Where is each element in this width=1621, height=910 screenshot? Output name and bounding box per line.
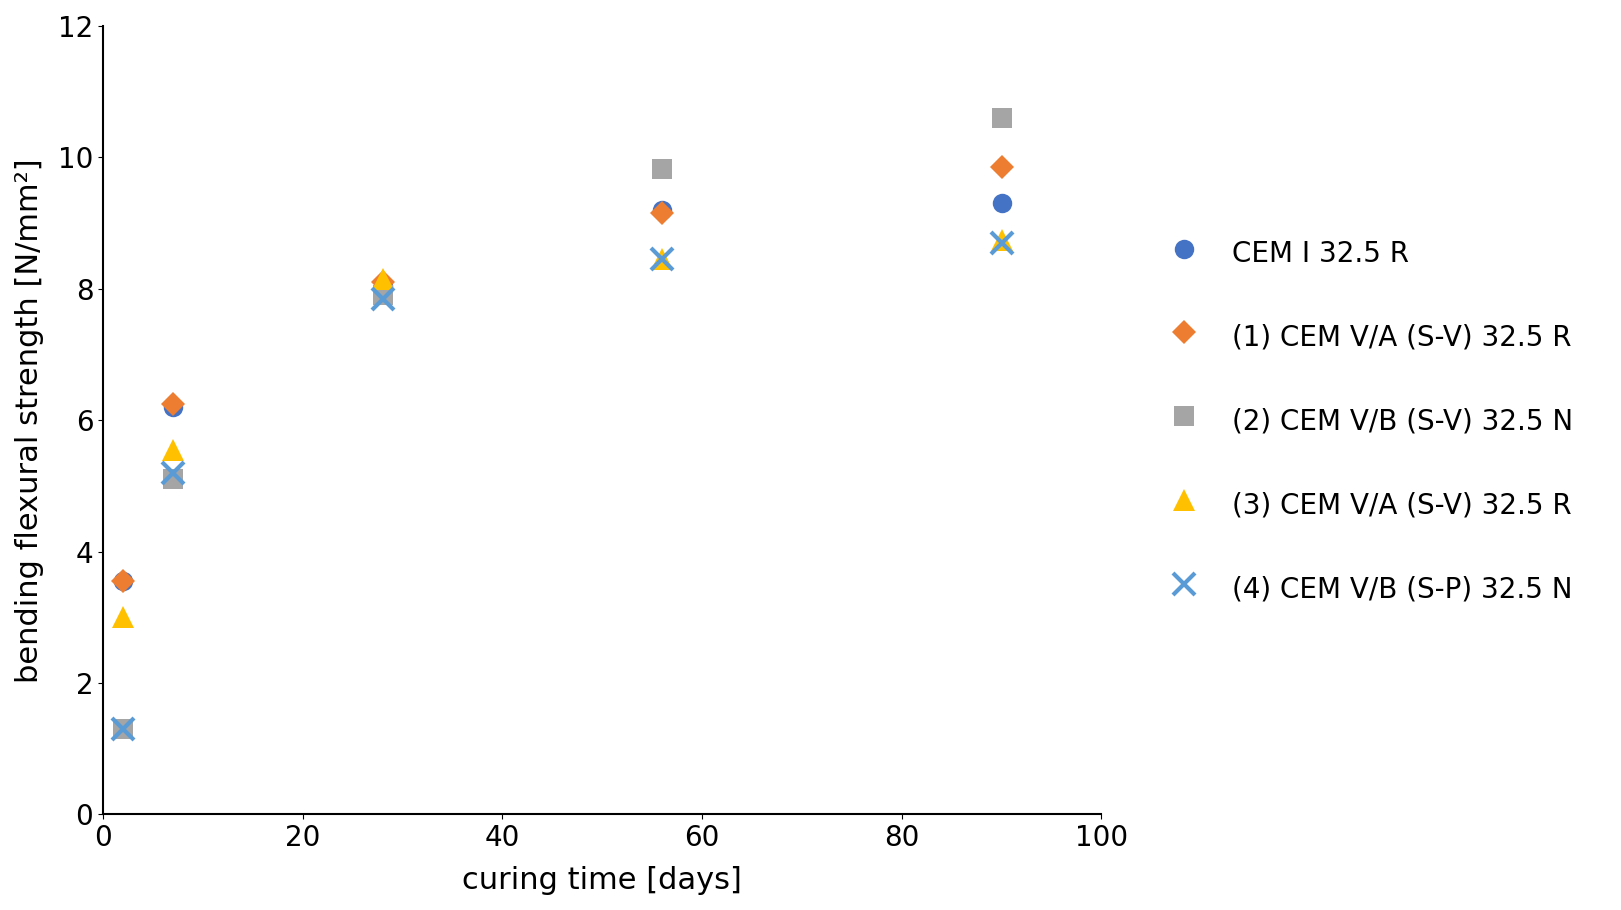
(2) CEM V/B (S-V) 32.5 N — [373, 290, 392, 301]
CEM I 32.5 R — [992, 198, 1012, 209]
(4) CEM V/B (S-P) 32.5 N — [373, 293, 392, 304]
(3) CEM V/A (S-V) 32.5 R — [992, 234, 1012, 245]
(2) CEM V/B (S-V) 32.5 N — [652, 164, 671, 175]
(4) CEM V/B (S-P) 32.5 N — [113, 723, 133, 734]
(4) CEM V/B (S-P) 32.5 N — [164, 468, 183, 479]
(1) CEM V/A (S-V) 32.5 R — [992, 162, 1012, 173]
(1) CEM V/A (S-V) 32.5 R — [652, 207, 671, 218]
CEM I 32.5 R — [652, 205, 671, 216]
Line: CEM I 32.5 R: CEM I 32.5 R — [113, 194, 1012, 591]
Line: (2) CEM V/B (S-V) 32.5 N: (2) CEM V/B (S-V) 32.5 N — [113, 108, 1012, 739]
(3) CEM V/A (S-V) 32.5 R — [164, 444, 183, 455]
CEM I 32.5 R — [373, 280, 392, 291]
(4) CEM V/B (S-P) 32.5 N — [992, 238, 1012, 248]
Legend: CEM I 32.5 R, (1) CEM V/A (S-V) 32.5 R, (2) CEM V/B (S-V) 32.5 N, (3) CEM V/A (S: CEM I 32.5 R, (1) CEM V/A (S-V) 32.5 R, … — [1135, 207, 1602, 632]
CEM I 32.5 R — [113, 576, 133, 587]
(2) CEM V/B (S-V) 32.5 N — [992, 113, 1012, 124]
(2) CEM V/B (S-V) 32.5 N — [113, 723, 133, 734]
Line: (1) CEM V/A (S-V) 32.5 R: (1) CEM V/A (S-V) 32.5 R — [115, 159, 1010, 590]
Line: (4) CEM V/B (S-P) 32.5 N: (4) CEM V/B (S-P) 32.5 N — [112, 232, 1013, 740]
(3) CEM V/A (S-V) 32.5 R — [113, 612, 133, 622]
(1) CEM V/A (S-V) 32.5 R — [164, 399, 183, 410]
(3) CEM V/A (S-V) 32.5 R — [652, 254, 671, 265]
Y-axis label: bending flexural strength [N/mm²]: bending flexural strength [N/mm²] — [15, 157, 44, 682]
CEM I 32.5 R — [164, 401, 183, 412]
Line: (3) CEM V/A (S-V) 32.5 R: (3) CEM V/A (S-V) 32.5 R — [112, 228, 1013, 629]
(4) CEM V/B (S-P) 32.5 N — [652, 254, 671, 265]
(3) CEM V/A (S-V) 32.5 R — [373, 274, 392, 285]
(2) CEM V/B (S-V) 32.5 N — [164, 474, 183, 485]
(1) CEM V/A (S-V) 32.5 R — [113, 576, 133, 587]
X-axis label: curing time [days]: curing time [days] — [462, 866, 742, 895]
(1) CEM V/A (S-V) 32.5 R — [373, 277, 392, 288]
